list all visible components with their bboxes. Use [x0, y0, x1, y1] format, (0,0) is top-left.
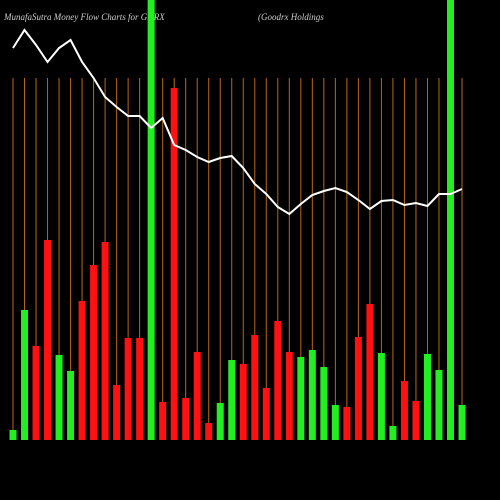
bar [297, 357, 305, 440]
highlight-band [147, 0, 155, 440]
bar [113, 385, 121, 440]
bar [9, 430, 17, 440]
bar [136, 338, 144, 440]
bar [400, 381, 408, 440]
bar [124, 338, 132, 440]
line [12, 28, 463, 216]
chart-subtitle: (Goodrx Holdings [258, 12, 324, 22]
bar [193, 352, 201, 440]
bar [101, 242, 109, 440]
bar [366, 304, 374, 440]
bar [412, 401, 420, 440]
bar [90, 265, 98, 440]
bar [55, 355, 63, 440]
bar [251, 335, 259, 440]
bar [285, 352, 293, 440]
highlight-band [446, 0, 454, 440]
bar [78, 301, 86, 440]
bar [159, 402, 167, 440]
bar [228, 360, 236, 440]
bar [44, 240, 52, 440]
bar [308, 350, 316, 440]
bar [354, 337, 362, 440]
chart-title: MunafaSutra Money Flow Charts for GDRX [3, 12, 165, 22]
bar [32, 346, 40, 440]
bar [182, 398, 190, 440]
bar [435, 370, 443, 440]
bar [458, 405, 466, 440]
bar [320, 367, 328, 440]
bar [274, 321, 282, 440]
bar [239, 364, 247, 440]
bar [389, 426, 397, 440]
bar [216, 403, 224, 440]
bar [423, 354, 431, 440]
bar [331, 405, 339, 440]
bar [377, 353, 385, 440]
bar [262, 388, 270, 440]
bar [21, 310, 29, 440]
bar [67, 371, 75, 440]
bar [343, 407, 351, 440]
bar [170, 88, 178, 440]
bar [205, 423, 213, 440]
